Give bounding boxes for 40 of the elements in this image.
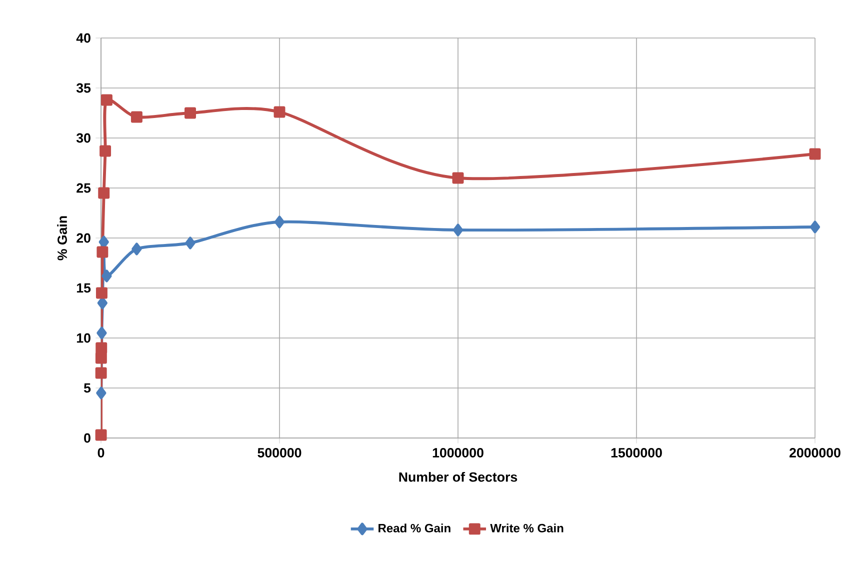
point bbox=[96, 342, 108, 354]
y-tick-label: 25 bbox=[76, 183, 91, 193]
y-axis-title: % Gain bbox=[57, 216, 67, 260]
x-tick-label: 2000000 bbox=[790, 448, 840, 458]
y-tick-label: 40 bbox=[76, 33, 90, 43]
legend-label: Write % Gain bbox=[490, 524, 564, 532]
point bbox=[95, 429, 107, 441]
point bbox=[96, 246, 108, 258]
point bbox=[96, 386, 106, 400]
point bbox=[185, 236, 196, 250]
y-tick-label: 5 bbox=[84, 383, 91, 393]
x-tick-label: 0 bbox=[98, 448, 104, 458]
point bbox=[96, 326, 107, 340]
point bbox=[95, 367, 107, 379]
point bbox=[132, 242, 142, 256]
x-axis-title: Number of Sectors bbox=[399, 472, 518, 482]
point bbox=[810, 220, 820, 234]
y-tick-label: 15 bbox=[76, 283, 91, 293]
x-tick-label: 1000000 bbox=[432, 448, 484, 458]
point bbox=[98, 187, 110, 199]
y-tick-label: 30 bbox=[76, 133, 90, 143]
point bbox=[452, 224, 464, 236]
point bbox=[100, 145, 112, 157]
point bbox=[95, 352, 107, 364]
point bbox=[96, 287, 108, 299]
y-tick-label: 35 bbox=[76, 83, 91, 93]
y-tick-label: 10 bbox=[76, 333, 90, 343]
point bbox=[130, 111, 142, 123]
point bbox=[100, 94, 112, 106]
legend-label: Read % Gain bbox=[378, 524, 450, 532]
point bbox=[274, 216, 285, 228]
x-tick-label: 1500000 bbox=[611, 448, 662, 458]
x-tick-label: 500000 bbox=[258, 448, 302, 458]
point bbox=[102, 270, 112, 282]
point bbox=[274, 106, 286, 118]
y-tick-label: 0 bbox=[84, 433, 90, 443]
y-tick-label: 20 bbox=[76, 233, 90, 243]
point bbox=[452, 172, 464, 184]
point bbox=[184, 107, 196, 119]
point bbox=[809, 148, 821, 160]
